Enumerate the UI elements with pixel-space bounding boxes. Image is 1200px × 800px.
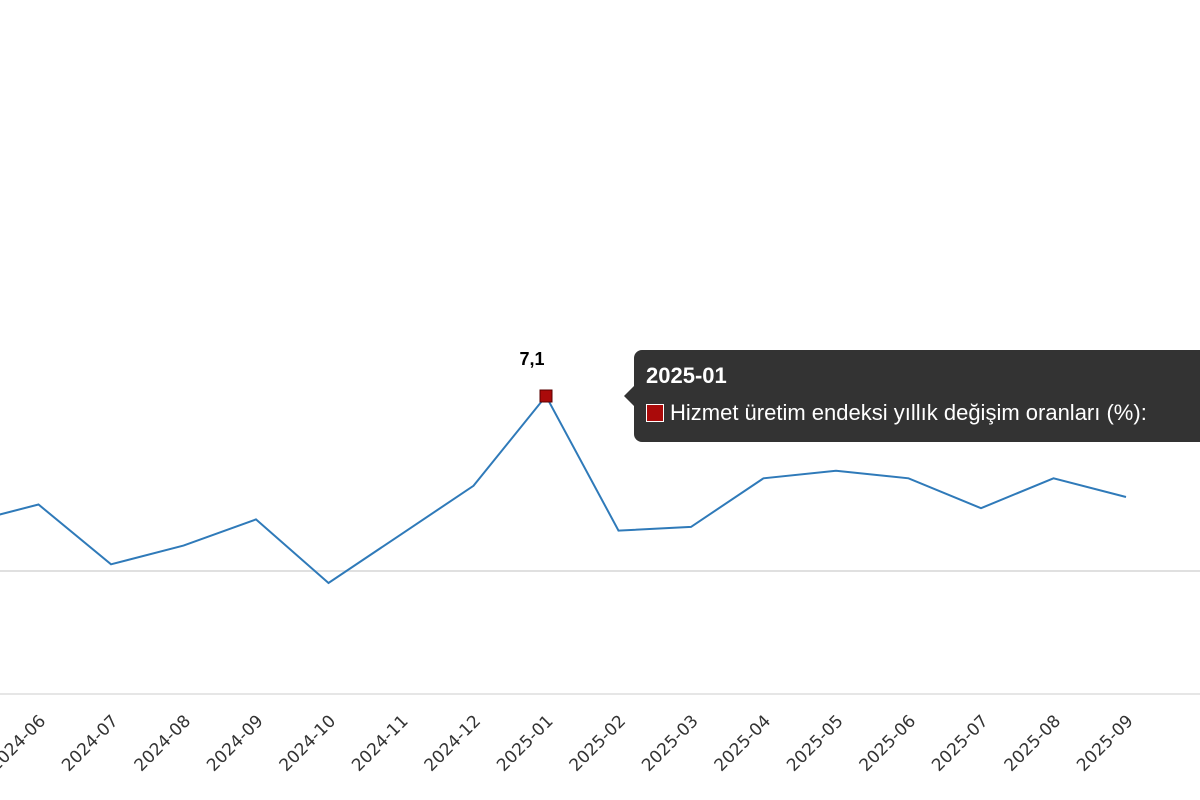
x-tick-label: 2025-04 [711, 711, 775, 775]
x-axis-ticks: 2024-052024-062024-072024-082024-092024-… [0, 711, 1138, 775]
x-tick-label: 2024-06 [0, 711, 50, 775]
x-tick-label: 2024-08 [131, 711, 195, 775]
x-tick-label: 2024-10 [276, 711, 340, 775]
tooltip-series-swatch [646, 404, 664, 422]
x-tick-label: 2024-12 [421, 711, 485, 775]
tooltip-row: Hizmet üretim endeksi yıllık değişim ora… [646, 400, 1200, 426]
x-tick-label: 2025-02 [566, 711, 630, 775]
tooltip-title: 2025-01 [646, 363, 727, 388]
x-tick-label: 2024-07 [58, 711, 122, 775]
tooltip-series-label: Hizmet üretim endeksi yıllık değişim ora… [670, 400, 1147, 425]
x-tick-label: 2025-09 [1073, 711, 1137, 775]
x-tick-label: 2025-05 [783, 711, 847, 775]
highlighted-point-marker[interactable] [539, 389, 553, 403]
x-tick-label: 2025-08 [1001, 711, 1065, 775]
data-labels: 7,1 [519, 349, 544, 369]
x-tick-label: 2025-07 [928, 711, 992, 775]
data-label: 7,1 [519, 349, 544, 369]
x-tick-label: 2025-06 [856, 711, 920, 775]
x-tick-label: 2024-11 [348, 711, 412, 775]
x-tick-label: 2024-09 [203, 711, 267, 775]
x-tick-label: 2025-01 [493, 711, 557, 775]
tooltip: 2025-01 Hizmet üretim endeksi yıllık değ… [624, 350, 1200, 442]
tooltip-arrow [624, 386, 634, 406]
x-tick-label: 2025-03 [638, 711, 702, 775]
series-layer [0, 389, 1127, 585]
